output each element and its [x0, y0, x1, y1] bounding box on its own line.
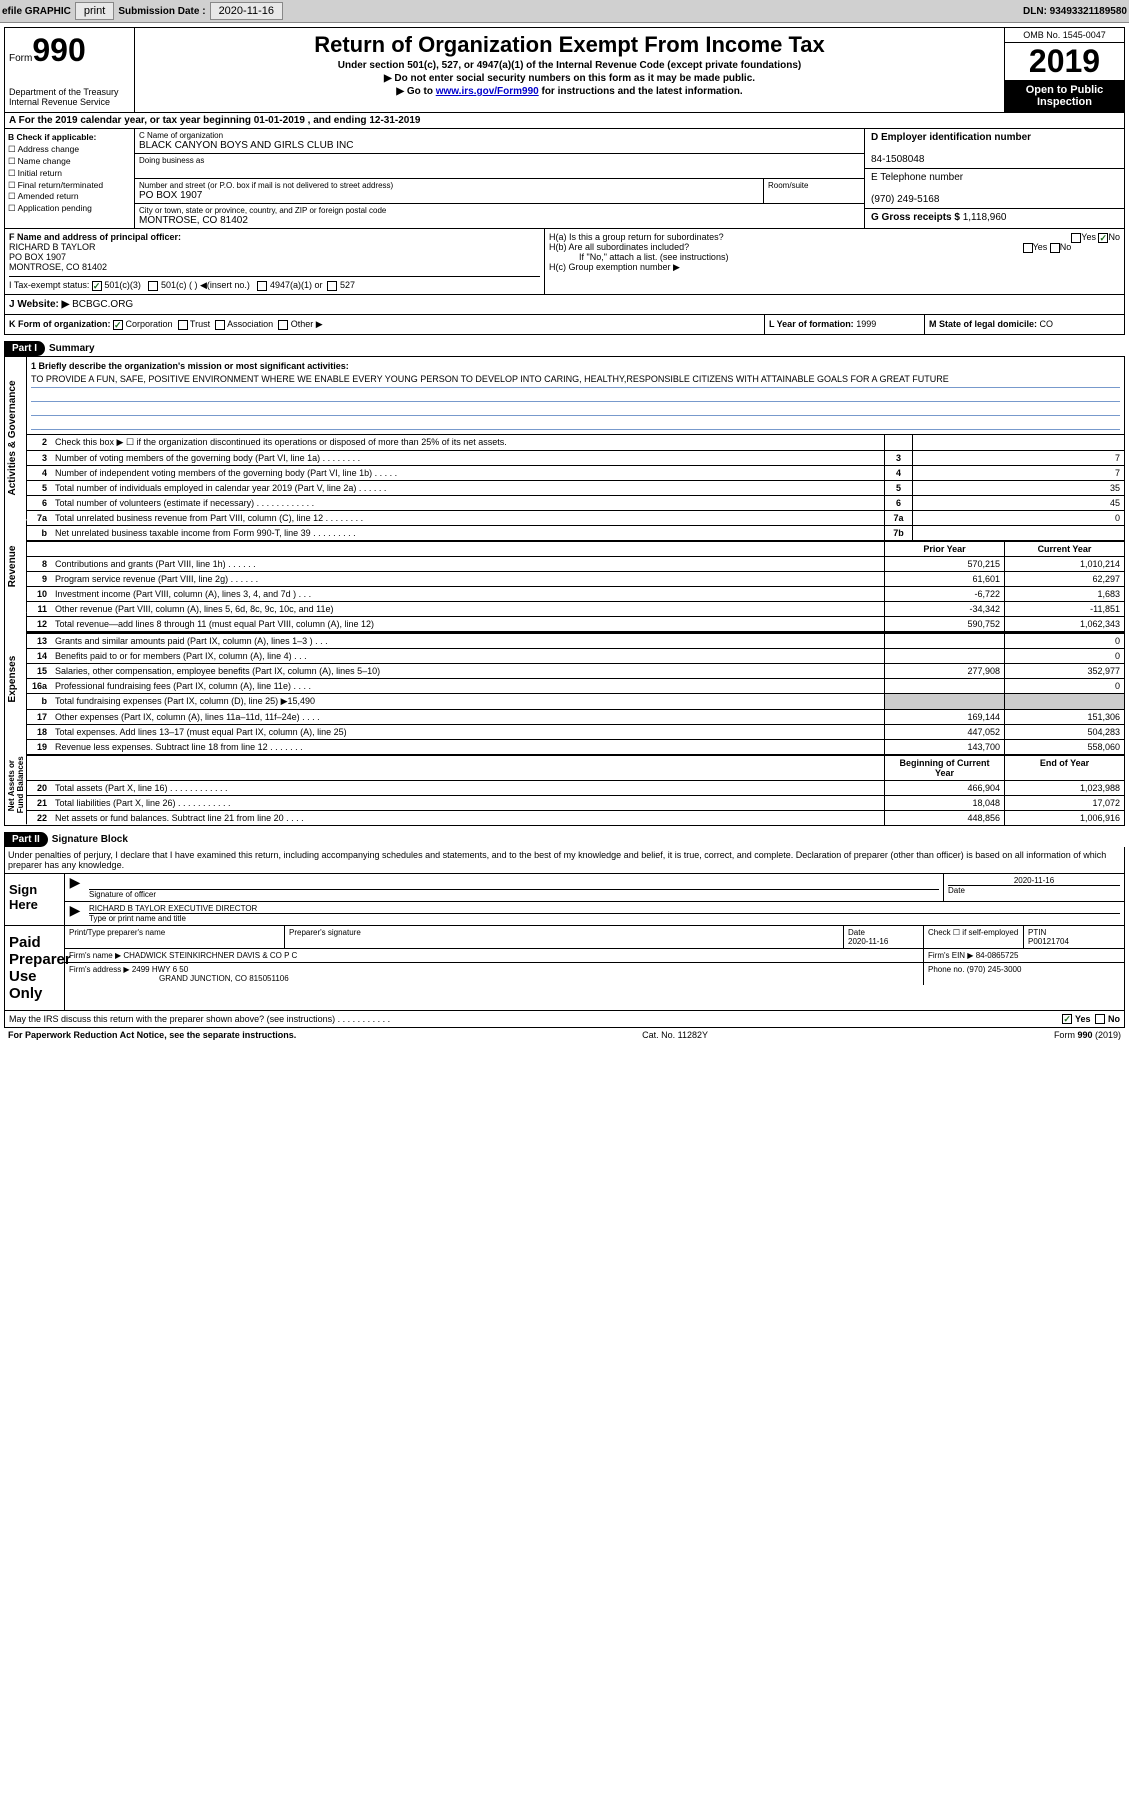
mission-text: TO PROVIDE A FUN, SAFE, POSITIVE ENVIRON… — [31, 371, 1120, 388]
vtab-rev: Revenue — [5, 520, 27, 612]
box-k: K Form of organization: Corporation Trus… — [5, 315, 764, 334]
officer-name: RICHARD B TAYLOR — [9, 242, 96, 252]
tax-year: 2019 — [1005, 43, 1124, 80]
form-header: Form 990 Department of the Treasury Inte… — [4, 27, 1125, 113]
officer-addr1: PO BOX 1907 — [9, 252, 66, 262]
city-state-zip: MONTROSE, CO 81402 — [139, 215, 860, 226]
box-def: D Employer identification number 84-1508… — [864, 129, 1124, 228]
sign-here-label: Sign Here — [5, 874, 65, 925]
website-value: BCBGC.ORG — [72, 299, 133, 310]
room-label: Room/suite — [768, 181, 860, 190]
dba-label: Doing business as — [139, 156, 860, 165]
cat-no: Cat. No. 11282Y — [642, 1030, 708, 1040]
sig-declaration: Under penalties of perjury, I declare th… — [4, 847, 1125, 874]
ein-label: D Employer identification number — [871, 132, 1031, 143]
officer-addr2: MONTROSE, CO 81402 — [9, 262, 107, 272]
submission-label: Submission Date : — [118, 6, 205, 17]
subtitle-3: ▶ Go to www.irs.gov/Form990 for instruct… — [139, 86, 1000, 97]
subtitle-2: ▶ Do not enter social security numbers o… — [139, 73, 1000, 84]
footer: For Paperwork Reduction Act Notice, see … — [4, 1028, 1125, 1042]
fgh-block: F Name and address of principal officer:… — [4, 229, 1125, 295]
ein-value: 84-1508048 — [871, 154, 924, 165]
box-l: L Year of formation: 1999 — [764, 315, 924, 334]
period-row: A For the 2019 calendar year, or tax yea… — [4, 113, 1125, 129]
vtab-exp: Expenses — [5, 612, 27, 746]
dln-label: DLN: 93493321189580 — [1023, 6, 1127, 17]
info-block: B Check if applicable: ☐Address change ☐… — [4, 129, 1125, 229]
arrow-icon: ▶ — [65, 874, 85, 901]
klm-row: K Form of organization: Corporation Trus… — [4, 315, 1125, 335]
form-word: Form — [9, 53, 32, 64]
header-mid: Return of Organization Exempt From Incom… — [135, 28, 1004, 112]
box-c: C Name of organization BLACK CANYON BOYS… — [135, 129, 864, 228]
4947-checkbox[interactable] — [257, 281, 267, 291]
officer-name-title: RICHARD B TAYLOR EXECUTIVE DIRECTOR — [89, 904, 1120, 914]
addr-label: Number and street (or P.O. box if mail i… — [139, 181, 759, 190]
org-name: BLACK CANYON BOYS AND GIRLS CLUB INC — [139, 140, 860, 151]
gross-value: 1,118,960 — [963, 212, 1007, 223]
main-title: Return of Organization Exempt From Incom… — [139, 32, 1000, 58]
discuss-row: May the IRS discuss this return with the… — [4, 1011, 1125, 1028]
open-inspection: Open to Public Inspection — [1005, 80, 1124, 112]
form-number: 990 — [32, 32, 85, 69]
501c3-checkbox[interactable] — [92, 281, 102, 291]
vtab-na: Net Assets or Fund Balances — [5, 746, 27, 824]
org-name-label: C Name of organization — [139, 131, 860, 140]
gross-label: G Gross receipts $ — [871, 212, 963, 223]
city-label: City or town, state or province, country… — [139, 206, 860, 215]
print-button[interactable]: print — [75, 2, 114, 20]
paid-preparer-label: Paid Preparer Use Only — [5, 926, 65, 1010]
submission-date-button[interactable]: 2020-11-16 — [210, 2, 283, 20]
irs-link[interactable]: www.irs.gov/Form990 — [436, 86, 539, 97]
header-right: OMB No. 1545-0047 2019 Open to Public In… — [1004, 28, 1124, 112]
phone-value: (970) 249-5168 — [871, 194, 939, 205]
box-f: F Name and address of principal officer:… — [5, 229, 545, 294]
vtab-ag: Activities & Governance — [5, 357, 27, 520]
header-left: Form 990 Department of the Treasury Inte… — [5, 28, 135, 112]
sign-here-block: Sign Here ▶ Signature of officer 2020-11… — [4, 874, 1125, 926]
form-ref: Form 990 (2019) — [1054, 1030, 1121, 1040]
subtitle-1: Under section 501(c), 527, or 4947(a)(1)… — [139, 60, 1000, 71]
phone-label: E Telephone number — [871, 172, 963, 183]
pra-notice: For Paperwork Reduction Act Notice, see … — [8, 1030, 296, 1040]
arrow-icon: ▶ — [65, 902, 85, 925]
summary-table: Activities & Governance Revenue Expenses… — [4, 356, 1125, 826]
street-address: PO BOX 1907 — [139, 190, 759, 201]
box-h: H(a) Is this a group return for subordin… — [545, 229, 1124, 294]
website-row: J Website: ▶ BCBGC.ORG — [4, 295, 1125, 315]
box-b: B Check if applicable: ☐Address change ☐… — [5, 129, 135, 228]
toolbar: efile GRAPHIC print Submission Date : 20… — [0, 0, 1129, 23]
501c-checkbox[interactable] — [148, 281, 158, 291]
form-990: Form 990 Department of the Treasury Inte… — [0, 23, 1129, 1046]
mission-block: 1 Briefly describe the organization's mi… — [27, 357, 1124, 434]
paid-preparer-block: Paid Preparer Use Only Print/Type prepar… — [4, 926, 1125, 1011]
omb-number: OMB No. 1545-0047 — [1005, 28, 1124, 43]
efile-label: efile GRAPHIC — [2, 6, 71, 17]
box-m: M State of legal domicile: CO — [924, 315, 1124, 334]
527-checkbox[interactable] — [327, 281, 337, 291]
part2-header: Part II — [4, 832, 48, 847]
part1-header: Part I — [4, 341, 45, 356]
dept-label: Department of the Treasury Internal Reve… — [9, 87, 130, 107]
